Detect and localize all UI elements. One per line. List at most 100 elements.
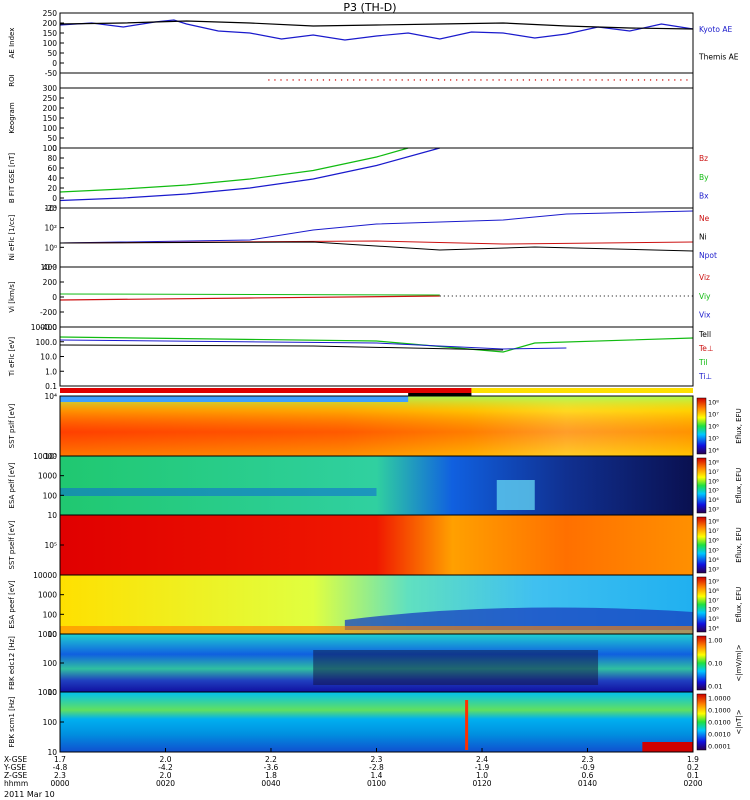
roi-dot — [280, 79, 282, 81]
esa_ion-ztick: 10⁶ — [708, 477, 719, 485]
sst_e-colorbar — [696, 516, 707, 574]
ti-series-tiperp — [59, 339, 567, 350]
ti-series-til — [59, 336, 694, 353]
roi-dot — [625, 79, 628, 81]
ni-ytick: 10⁰ — [44, 243, 57, 252]
x-tick-label: 0020 — [156, 779, 175, 788]
sst_ion-colorbar — [696, 397, 707, 455]
bfit-legend-0: Bz — [699, 154, 708, 163]
roi-dot — [359, 79, 361, 81]
line-series — [59, 19, 694, 353]
x-tick-label: 2.4 — [476, 755, 488, 764]
roi-dot — [328, 79, 331, 81]
roi-dot — [486, 79, 488, 81]
esa_e-zlabel: Eflux, EFU — [735, 587, 743, 622]
roi-dot — [516, 79, 518, 81]
keogram-frame — [59, 87, 694, 149]
fbk_e-ztick: 1.00 — [708, 637, 722, 645]
bfit-ytick: 80 — [47, 154, 57, 163]
ti-legend-1: Te⊥ — [698, 344, 713, 353]
x-tick-label: 2.3 — [582, 755, 594, 764]
roi-dot — [437, 79, 440, 81]
roi-dot — [401, 79, 403, 81]
esa_ion-zlabel: Eflux, EFU — [735, 468, 743, 503]
roi-dot — [413, 79, 415, 81]
ti-ytick: 1.0 — [45, 367, 57, 376]
sst_e-ztick: 10⁸ — [708, 518, 719, 526]
roi-dot — [662, 79, 664, 81]
roi-dot — [480, 79, 482, 81]
roi-dot — [365, 79, 367, 81]
vi-ytick: 400 — [43, 263, 58, 272]
roi-dot — [353, 79, 355, 81]
ni-ytick: 10² — [44, 224, 57, 233]
esa_ion-ztick: 10⁵ — [708, 487, 719, 495]
ti-ytick: 100.0 — [36, 338, 58, 347]
fbk_e-ytick: 100 — [43, 659, 58, 668]
ni-ytick: 10⁴ — [44, 204, 57, 213]
vi-legend-1: Viy — [699, 292, 711, 301]
sst_ion-ztick: 10⁴ — [708, 447, 719, 455]
roi-dot — [631, 79, 634, 81]
esa_ion-ylabel: ESA pelf [eV] — [8, 462, 16, 508]
roi-dot — [443, 79, 446, 81]
roi-dot — [607, 79, 609, 81]
x-tick-label: 2.3 — [54, 771, 66, 780]
ae-series-kyoto-ae — [59, 19, 694, 41]
sst_ion-zlabel: Eflux, EFU — [735, 408, 743, 443]
x-tick-label: 0040 — [261, 779, 280, 788]
x-tick-label: 1.4 — [371, 771, 383, 780]
roi-dot — [680, 79, 682, 81]
roi-dot — [316, 79, 319, 81]
ae-ytick: 250 — [43, 9, 58, 18]
vi-ytick: -400 — [40, 323, 57, 332]
vi-legend-2: Vix — [699, 311, 711, 320]
roi-dot — [583, 79, 585, 81]
roi-dot — [655, 79, 658, 81]
fbk_e-ztick: 0.10 — [708, 660, 722, 668]
bfit-ytick: 40 — [47, 174, 57, 183]
bfit-ytick: 60 — [47, 164, 57, 173]
fbk_b-ztick: 1.0000 — [708, 695, 731, 703]
x-row-label: Y-GSE — [3, 763, 26, 772]
roi-dot — [383, 79, 385, 81]
esa_ion-ztick: 10⁷ — [708, 468, 719, 476]
bfit-ytick: 100 — [43, 144, 58, 153]
vi-ytick: 200 — [43, 278, 58, 287]
sst_ion-ylabel: SST pslf [eV] — [8, 403, 16, 448]
ti-ytick: 0.1 — [45, 382, 57, 391]
ae-series-themis-ae — [59, 20, 694, 30]
roi-dot — [571, 79, 573, 81]
vi-ylabel: Vi [km/s] — [8, 281, 16, 312]
esa_e-ztick: 10⁵ — [708, 615, 719, 623]
roi-dot — [649, 79, 652, 81]
fbk_e-zlabel: <|mV/m|> — [735, 644, 743, 681]
roi-dot — [292, 79, 294, 81]
esa_ion-ytick: 10 — [47, 511, 57, 520]
x-tick-label: 0100 — [367, 779, 386, 788]
vi-ytick: -200 — [40, 308, 57, 317]
fbk_b-ztick: 0.0010 — [708, 731, 731, 739]
roi-dot — [559, 79, 561, 81]
ae-ytick: 100 — [43, 39, 58, 48]
roi-dot — [456, 79, 458, 81]
sst_ion-ytick: 10⁴ — [44, 392, 57, 401]
roi-ylabel: ROI — [8, 74, 16, 86]
status-bar-red — [60, 388, 472, 393]
roi-dot — [449, 79, 452, 81]
date-label: 2011 Mar 10 — [4, 790, 55, 799]
roi-dot — [462, 79, 464, 81]
ti-legend-0: Tell — [698, 330, 711, 339]
roi-dot — [377, 79, 379, 81]
esa-ion-blob — [496, 480, 535, 510]
keogram-ytick: 250 — [43, 94, 58, 103]
bfit-ytick: -20 — [45, 204, 57, 213]
bfit-ytick: 20 — [47, 184, 57, 193]
ae-ytick: 0 — [52, 59, 57, 68]
roi-dot — [668, 79, 670, 81]
sst-ion-overlay — [60, 396, 693, 456]
roi-dot — [274, 79, 276, 81]
fbk_b-colorbar — [696, 693, 707, 751]
roi-dot — [286, 79, 288, 81]
